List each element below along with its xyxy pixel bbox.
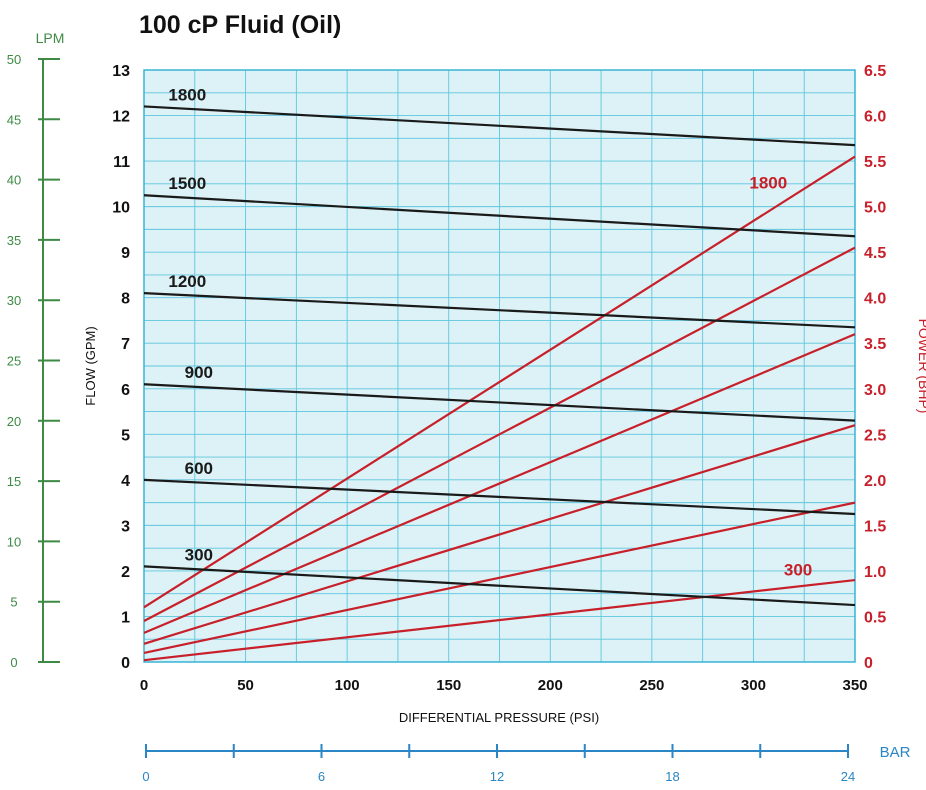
y-tick-label: 13 <box>112 63 130 80</box>
y-tick-label: 7 <box>121 336 130 353</box>
lpm-tick-label: 45 <box>7 112 21 127</box>
flow-series-label-900: 900 <box>185 363 213 382</box>
bar-tick-label: 24 <box>841 769 855 784</box>
y-tick-label: 0 <box>121 655 130 672</box>
y2-tick-label: 3.0 <box>864 382 886 399</box>
flow-series-label-1800: 1800 <box>168 85 206 104</box>
y2-tick-label: 1.0 <box>864 564 886 581</box>
axes: 0 50 100 150 200 250 300 3500123456789101112130… <box>7 52 887 784</box>
lpm-tick-label: 10 <box>7 534 21 549</box>
flow-line-300 <box>143 565 856 607</box>
plot-frame <box>143 69 856 663</box>
bar-tick-label: 12 <box>490 769 504 784</box>
y2-tick-label: 1.5 <box>864 518 886 535</box>
x-tick-label: 50 <box>237 677 254 694</box>
y-tick-label: 5 <box>121 427 130 444</box>
lpm-tick-label: 50 <box>7 52 21 67</box>
flow-line-1200 <box>143 292 856 329</box>
chart-title: 100 cP Fluid (Oil) <box>139 11 341 39</box>
y-tick-label: 4 <box>121 473 130 490</box>
lpm-tick-label: 25 <box>7 354 21 369</box>
y2-tick-label: 3.5 <box>864 336 886 353</box>
y2-tick-label: 2.0 <box>864 473 886 490</box>
flow-series-label-1200: 1200 <box>168 272 206 291</box>
lpm-tick-label: 35 <box>7 233 21 248</box>
x-tick-label: 350 <box>842 677 867 694</box>
series-layer: 1800 1500 1200 900 600 300 1800 300 <box>143 85 856 662</box>
flow-series-label-300: 300 <box>185 545 213 564</box>
flow-series-label-1500: 1500 <box>168 174 206 193</box>
flow-line-900 <box>143 383 856 422</box>
y2-tick-label: 5.5 <box>864 154 886 171</box>
x-tick-label: 0 <box>140 677 148 694</box>
x-tick-label: 100 <box>335 677 360 694</box>
x-tick-label: 200 <box>538 677 563 694</box>
y-tick-label: 1 <box>121 609 130 626</box>
lpm-tick-label: 30 <box>7 293 21 308</box>
flow-series-label-600: 600 <box>185 459 213 478</box>
y-tick-label: 10 <box>112 200 130 217</box>
power-series-label-1800: 1800 <box>749 173 787 192</box>
lpm-tick-label: 20 <box>7 414 21 429</box>
x-tick-label: 300 <box>741 677 766 694</box>
y-tick-label: 11 <box>113 154 130 171</box>
y-axis-label: FLOW (GPM) <box>83 326 98 405</box>
y-tick-label: 8 <box>121 291 130 308</box>
y2-axis-label: POWER (BHP) <box>916 319 926 414</box>
y-tick-label: 9 <box>121 245 130 262</box>
bar-tick-label: 6 <box>318 769 325 784</box>
lpm-tick-label: 0 <box>10 655 17 670</box>
y-tick-label: 2 <box>121 564 130 581</box>
y2-tick-label: 0.5 <box>864 609 886 626</box>
bar-tick-label: 0 <box>142 769 149 784</box>
power-line-1800 <box>143 155 856 609</box>
power-line-series-2 <box>143 246 856 622</box>
lpm-axis-label: LPM <box>36 30 65 46</box>
flow-line-1500 <box>143 194 856 238</box>
y-tick-label: 6 <box>121 382 130 399</box>
lpm-tick-label: 5 <box>10 595 17 610</box>
bar-tick-label: 18 <box>665 769 679 784</box>
y2-tick-label: 4.0 <box>864 291 886 308</box>
power-line-series-3 <box>143 333 856 634</box>
x-axis-label: DIFFERENTIAL PRESSURE (PSI) <box>399 710 599 725</box>
bar-axis-label: BAR <box>880 744 911 761</box>
power-line-300 <box>143 578 856 662</box>
y2-tick-label: 5.0 <box>864 200 886 217</box>
flow-line-600 <box>143 478 856 516</box>
y-tick-label: 3 <box>121 518 130 535</box>
lpm-tick-label: 40 <box>7 173 21 188</box>
flow-line-1800 <box>143 105 856 147</box>
x-tick-label: 250 <box>639 677 664 694</box>
y2-tick-label: 6.0 <box>864 109 886 126</box>
lpm-tick-label: 15 <box>7 474 21 489</box>
y2-tick-label: 0 <box>864 655 873 672</box>
y2-tick-label: 2.5 <box>864 427 886 444</box>
y-tick-label: 12 <box>112 109 130 126</box>
y2-tick-label: 6.5 <box>864 63 886 80</box>
power-line-series-5 <box>143 501 856 654</box>
power-series-label-300: 300 <box>784 560 812 579</box>
power-line-series-4 <box>143 424 856 645</box>
x-tick-label: 150 <box>436 677 461 694</box>
y2-tick-label: 4.5 <box>864 245 886 262</box>
